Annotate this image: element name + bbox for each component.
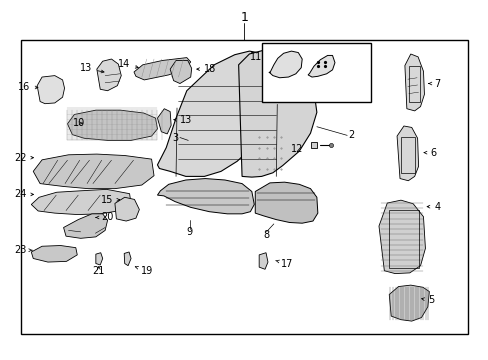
Bar — [310, 142, 316, 148]
Text: 23: 23 — [14, 245, 32, 255]
Text: 10: 10 — [73, 118, 85, 128]
Bar — [408, 66, 419, 102]
Polygon shape — [33, 154, 154, 189]
Bar — [262, 43, 370, 102]
Polygon shape — [31, 189, 131, 215]
Text: 24: 24 — [14, 189, 34, 199]
Polygon shape — [157, 51, 282, 176]
Polygon shape — [134, 58, 190, 80]
Text: 21: 21 — [92, 266, 105, 276]
Text: 8: 8 — [263, 230, 269, 240]
Text: 4: 4 — [426, 202, 440, 212]
Bar — [400, 137, 414, 173]
Polygon shape — [63, 214, 107, 238]
Polygon shape — [37, 76, 64, 104]
Text: 5: 5 — [421, 295, 433, 305]
Text: 2: 2 — [347, 130, 354, 140]
Text: 17: 17 — [275, 258, 293, 269]
Polygon shape — [115, 197, 139, 221]
Polygon shape — [157, 109, 171, 134]
Polygon shape — [255, 182, 317, 223]
Text: 15: 15 — [101, 195, 120, 205]
Polygon shape — [238, 50, 316, 177]
Polygon shape — [96, 253, 102, 265]
Polygon shape — [378, 200, 425, 274]
Text: 1: 1 — [240, 11, 248, 24]
Polygon shape — [124, 252, 131, 266]
Polygon shape — [67, 110, 157, 140]
Text: 18: 18 — [196, 64, 216, 74]
Polygon shape — [396, 126, 418, 181]
Polygon shape — [404, 54, 424, 111]
Polygon shape — [157, 179, 254, 214]
Text: 11: 11 — [249, 52, 262, 62]
Text: 22: 22 — [14, 153, 34, 163]
Bar — [388, 210, 418, 268]
Polygon shape — [97, 59, 121, 91]
Polygon shape — [307, 55, 334, 77]
Bar — [20, 40, 468, 334]
Text: 3: 3 — [172, 132, 178, 143]
Text: 13: 13 — [80, 63, 104, 73]
Polygon shape — [388, 285, 428, 321]
Text: 19: 19 — [135, 266, 153, 276]
Text: 13: 13 — [173, 115, 192, 125]
Polygon shape — [170, 60, 191, 84]
Text: 20: 20 — [96, 212, 114, 222]
Polygon shape — [259, 253, 267, 269]
Polygon shape — [268, 51, 302, 78]
Polygon shape — [31, 246, 77, 262]
Text: 14: 14 — [118, 59, 138, 69]
Text: 9: 9 — [186, 227, 192, 237]
Text: 12: 12 — [290, 144, 303, 154]
Text: 7: 7 — [428, 78, 440, 89]
Text: 16: 16 — [18, 82, 38, 93]
Text: 6: 6 — [423, 148, 436, 158]
